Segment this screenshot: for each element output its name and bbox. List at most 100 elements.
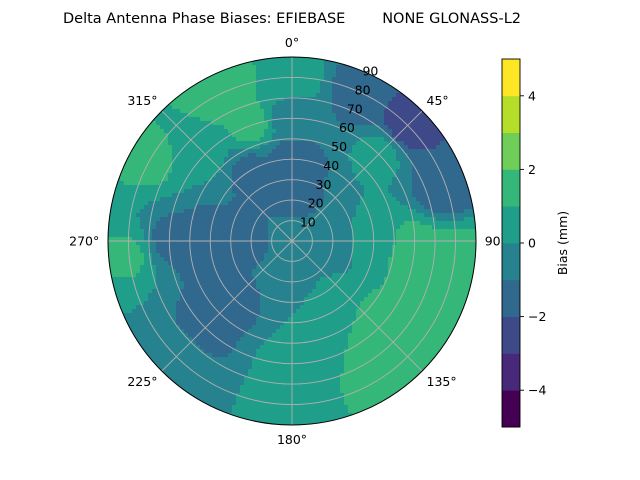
heat-cell	[140, 265, 145, 270]
heat-cell	[336, 129, 341, 134]
heat-cell	[368, 125, 373, 130]
heat-cell	[144, 169, 149, 174]
heat-cell	[140, 221, 145, 226]
heat-cell	[396, 173, 401, 178]
heat-cell	[388, 185, 393, 190]
heat-cell	[124, 173, 129, 178]
heat-cell	[308, 161, 313, 166]
heat-cell	[232, 113, 237, 118]
heat-cell	[212, 301, 217, 306]
heat-cell	[264, 177, 269, 182]
heat-cell	[224, 153, 229, 158]
heat-cell	[348, 145, 353, 150]
heat-cell	[144, 277, 149, 282]
heat-cell	[236, 245, 241, 250]
heat-cell	[196, 173, 201, 178]
heat-cell	[236, 113, 241, 118]
heat-cell	[204, 105, 209, 110]
heat-cell	[148, 201, 153, 206]
heat-cell	[156, 293, 161, 298]
heat-cell	[312, 61, 317, 66]
heat-cell	[424, 233, 429, 238]
heat-cell	[284, 217, 289, 222]
heat-cell	[356, 249, 361, 254]
heat-cell	[188, 225, 193, 230]
heat-cell	[272, 181, 277, 186]
heat-cell	[376, 149, 381, 154]
heat-cell	[304, 153, 309, 158]
heat-cell	[132, 289, 137, 294]
heat-cell	[136, 197, 141, 202]
heat-cell	[460, 177, 465, 182]
heat-cell	[168, 149, 173, 154]
heat-cell	[160, 189, 165, 194]
heat-cell	[296, 121, 301, 126]
heat-cell	[360, 153, 365, 158]
heat-cell	[292, 81, 297, 86]
heat-cell	[376, 213, 381, 218]
heat-cell	[268, 133, 273, 138]
heat-cell	[372, 101, 377, 106]
heat-cell	[360, 81, 365, 86]
heat-cell	[404, 177, 409, 182]
heat-cell	[252, 121, 257, 126]
heat-cell	[396, 193, 401, 198]
heat-cell	[292, 69, 297, 74]
heat-cell	[220, 305, 225, 310]
heat-cell	[404, 245, 409, 250]
heat-cell	[336, 197, 341, 202]
heat-cell	[164, 293, 169, 298]
heat-cell	[408, 165, 413, 170]
heat-cell	[168, 177, 173, 182]
heat-cell	[312, 125, 317, 130]
heat-cell	[260, 213, 265, 218]
heat-cell	[456, 269, 461, 274]
heat-cell	[372, 129, 377, 134]
heat-cell	[300, 69, 305, 74]
heat-cell	[132, 209, 137, 214]
heat-cell	[204, 269, 209, 274]
heat-cell	[412, 185, 417, 190]
heat-cell	[376, 221, 381, 226]
heat-cell	[304, 213, 309, 218]
heat-cell	[296, 61, 301, 66]
heat-cell	[304, 273, 309, 278]
heat-cell	[312, 277, 317, 282]
heat-cell	[124, 161, 129, 166]
heat-cell	[416, 129, 421, 134]
heat-cell	[252, 265, 257, 270]
heat-cell	[132, 293, 137, 298]
heat-cell	[112, 261, 117, 266]
heat-cell	[288, 149, 293, 154]
heat-cell	[388, 93, 393, 98]
heat-cell	[324, 265, 329, 270]
heat-cell	[372, 189, 377, 194]
heat-cell	[164, 109, 169, 114]
heat-cell	[420, 197, 425, 202]
heat-cell	[228, 225, 233, 230]
heat-cell	[320, 261, 325, 266]
heat-cell	[156, 205, 161, 210]
heat-cell	[176, 205, 181, 210]
heat-cell	[344, 213, 349, 218]
heat-cell	[364, 73, 369, 78]
heat-cell	[164, 273, 169, 278]
heat-cell	[156, 157, 161, 162]
heat-cell	[364, 101, 369, 106]
heat-cell	[256, 61, 261, 66]
heat-cell	[224, 257, 229, 262]
heat-cell	[448, 249, 453, 254]
heat-cell	[248, 277, 253, 282]
heat-cell	[336, 89, 341, 94]
heat-cell	[432, 189, 437, 194]
heat-cell	[208, 165, 213, 170]
heat-cell	[292, 209, 297, 214]
heat-cell	[424, 133, 429, 138]
heat-cell	[324, 225, 329, 230]
heat-cell	[232, 221, 237, 226]
heat-cell	[448, 169, 453, 174]
heat-cell	[436, 121, 441, 126]
heat-cell	[424, 249, 429, 254]
heat-cell	[280, 253, 285, 258]
heat-cell	[352, 117, 357, 122]
